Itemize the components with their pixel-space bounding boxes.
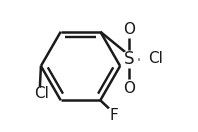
Text: O: O [123, 22, 135, 37]
Text: S: S [124, 50, 135, 68]
Text: Cl: Cl [148, 51, 163, 66]
Text: Cl: Cl [34, 86, 49, 101]
Text: F: F [109, 108, 118, 123]
Text: O: O [123, 81, 135, 96]
